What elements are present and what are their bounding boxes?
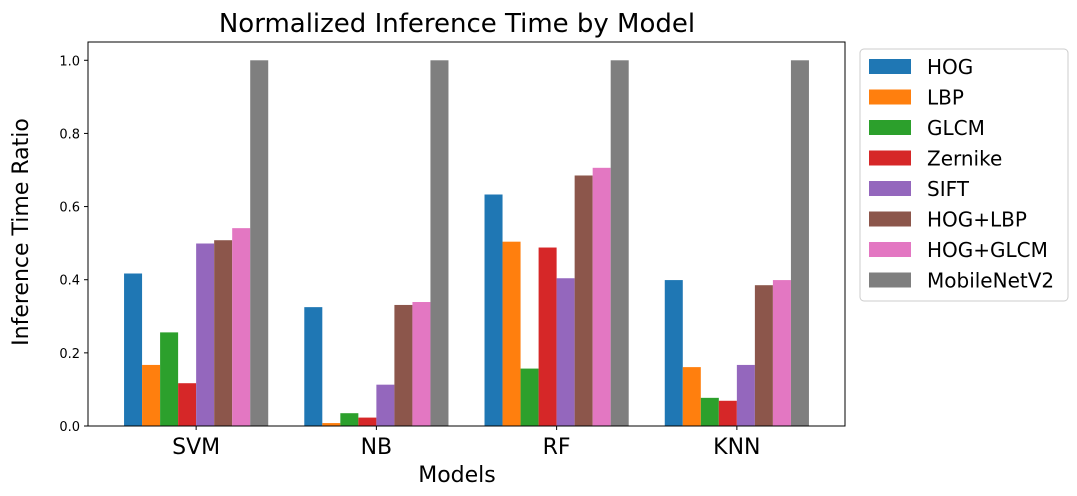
bar-hog-glcm-nb xyxy=(412,302,431,426)
bar-lbp-knn xyxy=(682,367,701,426)
bar-lbp-svm xyxy=(142,364,161,426)
bar-glcm-rf xyxy=(520,368,539,426)
legend-label: HOG+GLCM xyxy=(927,238,1048,262)
bar-hog-svm xyxy=(124,273,143,426)
legend-label: HOG+LBP xyxy=(927,208,1027,232)
y-tick-label: 0.6 xyxy=(59,201,80,216)
legend-swatch xyxy=(869,181,911,196)
x-tick-label: SVM xyxy=(172,435,220,460)
bar-mobilenetv2-knn xyxy=(790,60,809,426)
x-tick-label: RF xyxy=(543,435,571,460)
bar-sift-nb xyxy=(376,384,395,426)
legend-swatch xyxy=(869,150,911,166)
y-tick-label: 0.4 xyxy=(59,274,80,289)
bar-hog-lbp-rf xyxy=(574,175,593,426)
bar-mobilenetv2-svm xyxy=(250,60,269,426)
legend-swatch xyxy=(869,59,911,74)
bar-mobilenetv2-nb xyxy=(430,60,449,426)
y-tick-label: 1.0 xyxy=(59,54,80,69)
bar-zernike-svm xyxy=(178,383,197,426)
y-tick-label: 0.2 xyxy=(59,347,80,362)
bar-hog-nb xyxy=(304,307,323,426)
y-axis-ticks: 0.0 0.2 0.4 0.6 0.8 1.0 xyxy=(59,54,88,435)
legend-swatch xyxy=(869,89,911,105)
bar-sift-rf xyxy=(556,278,575,426)
bar-glcm-nb xyxy=(340,413,359,426)
bar-hog-lbp-svm xyxy=(214,240,233,426)
bars-group xyxy=(124,60,809,426)
plot-frame xyxy=(87,41,846,427)
bar-zernike-nb xyxy=(358,417,377,426)
legend-swatch xyxy=(869,272,911,288)
legend: HOG LBP GLCM Zernike SIFT HOG+LBP HOG+GLCM Mobi… xyxy=(859,48,1069,302)
bar-zernike-knn xyxy=(718,400,737,426)
bar-hog-lbp-nb xyxy=(394,304,413,426)
bar-lbp-rf xyxy=(502,241,521,426)
bar-hog-glcm-knn xyxy=(772,280,791,426)
x-tick-label: NB xyxy=(361,435,393,460)
bar-hog-rf xyxy=(484,194,503,426)
legend-box xyxy=(859,48,1069,302)
chart-title: Normalized Inference Time by Model xyxy=(219,9,695,39)
bar-sift-svm xyxy=(196,243,215,426)
bar-hog-knn xyxy=(664,280,683,426)
legend-label: GLCM xyxy=(927,116,985,140)
legend-label: MobileNetV2 xyxy=(927,269,1054,293)
bar-zernike-rf xyxy=(538,247,557,426)
bar-hog-glcm-rf xyxy=(592,167,611,426)
bar-hog-glcm-svm xyxy=(232,228,251,426)
bar-glcm-knn xyxy=(700,397,719,426)
y-tick-label: 0.0 xyxy=(59,420,80,435)
legend-swatch xyxy=(869,211,911,227)
legend-swatch xyxy=(869,120,911,135)
x-axis-label: Models xyxy=(418,463,496,488)
legend-swatch xyxy=(869,242,911,257)
bar-glcm-svm xyxy=(160,332,179,426)
bar-hog-lbp-knn xyxy=(754,285,773,426)
bar-lbp-nb xyxy=(322,423,341,426)
legend-label: SIFT xyxy=(927,177,970,201)
legend-label: Zernike xyxy=(927,147,1002,171)
legend-label: LBP xyxy=(927,86,964,110)
bar-sift-knn xyxy=(736,364,755,426)
y-axis-label: Inference Time Ratio xyxy=(9,118,34,346)
x-axis-ticks: SVM NB RF KNN xyxy=(172,426,761,460)
y-tick-label: 0.8 xyxy=(59,127,80,142)
bar-mobilenetv2-rf xyxy=(610,60,629,426)
x-tick-label: KNN xyxy=(713,435,760,460)
legend-label: HOG xyxy=(927,55,973,79)
